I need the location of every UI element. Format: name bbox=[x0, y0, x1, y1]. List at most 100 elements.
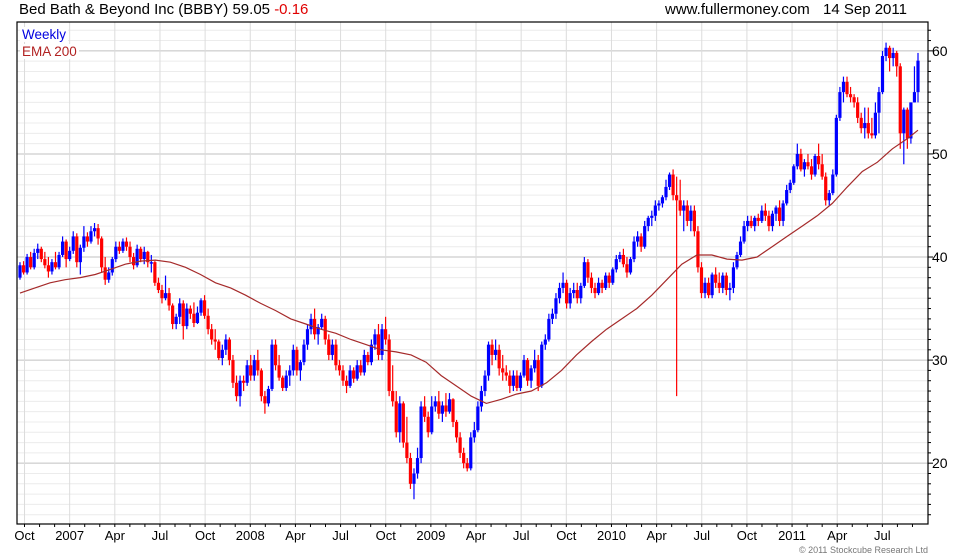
candle-up bbox=[760, 210, 764, 221]
candle-up bbox=[770, 213, 775, 227]
ema-200-line bbox=[19, 129, 919, 405]
candle-down bbox=[217, 341, 221, 359]
candle-down bbox=[213, 339, 217, 342]
candle-up bbox=[291, 349, 295, 371]
copyright-notice: © 2011 Stockcube Research Ltd bbox=[798, 545, 928, 555]
candle-down bbox=[699, 267, 704, 294]
candle-up bbox=[792, 166, 796, 183]
candle-down bbox=[277, 365, 281, 378]
x-tick-label: Oct bbox=[556, 528, 577, 543]
candle-down bbox=[465, 463, 469, 469]
candle-up bbox=[469, 437, 473, 469]
site-link[interactable]: www.fullermoney.com bbox=[665, 1, 810, 18]
candle-up bbox=[785, 190, 789, 204]
candle-up bbox=[18, 265, 22, 278]
candle-up bbox=[543, 339, 547, 345]
candle-up bbox=[36, 248, 40, 253]
candle-up bbox=[632, 241, 636, 260]
candle-down bbox=[856, 102, 860, 118]
candle-down bbox=[75, 236, 79, 263]
x-tick-label: Oct bbox=[195, 528, 216, 543]
x-tick-label: Apr bbox=[646, 528, 667, 543]
candle-down bbox=[256, 360, 260, 371]
candle-up bbox=[646, 217, 650, 227]
candle-down bbox=[405, 442, 409, 459]
candle-up bbox=[369, 344, 373, 363]
candle-up bbox=[433, 401, 437, 407]
candle-down bbox=[845, 81, 849, 95]
candle-down bbox=[171, 305, 175, 325]
candle-down bbox=[352, 370, 356, 379]
legend-ema-200: EMA 200 bbox=[20, 44, 79, 59]
candle-down bbox=[160, 290, 164, 299]
candle-down bbox=[809, 166, 814, 175]
candle-up bbox=[518, 375, 523, 388]
candle-down bbox=[607, 275, 611, 283]
x-tick-label: Apr bbox=[285, 528, 306, 543]
candle-up bbox=[224, 339, 228, 350]
candle-down bbox=[454, 421, 459, 438]
candle-up bbox=[572, 290, 576, 294]
candle-up bbox=[710, 274, 714, 296]
candle-down bbox=[589, 277, 594, 288]
candle-up bbox=[884, 47, 888, 57]
candle-up bbox=[511, 375, 515, 386]
candle-down bbox=[359, 365, 363, 373]
candle-up bbox=[419, 406, 423, 459]
price-change: -0.16 bbox=[274, 1, 309, 18]
x-tick-label: Apr bbox=[827, 528, 848, 543]
candle-down bbox=[692, 210, 696, 232]
candle-up bbox=[479, 391, 484, 407]
candle-up bbox=[415, 458, 420, 474]
candle-up bbox=[667, 174, 672, 187]
candle-up bbox=[703, 282, 707, 294]
y-tick-label: 20 bbox=[932, 455, 948, 471]
candle-up bbox=[82, 236, 86, 248]
candle-up bbox=[355, 365, 359, 379]
candle-down bbox=[848, 94, 853, 98]
x-tick-label: 2008 bbox=[236, 528, 265, 543]
candle-down bbox=[327, 339, 331, 355]
candle-down bbox=[124, 241, 129, 247]
chart-date: 14 Sep 2011 bbox=[823, 1, 907, 18]
x-tick-label: 2009 bbox=[416, 528, 445, 543]
candle-up bbox=[834, 117, 838, 175]
candle-down bbox=[366, 354, 370, 363]
candle-down bbox=[824, 176, 828, 201]
candle-down bbox=[625, 264, 629, 273]
candle-up bbox=[316, 327, 320, 335]
candle-up bbox=[373, 334, 377, 345]
candle-down bbox=[696, 231, 700, 268]
candle-up bbox=[628, 259, 633, 273]
candle-down bbox=[817, 156, 821, 165]
candle-up bbox=[802, 162, 807, 170]
candle-down bbox=[210, 329, 214, 340]
candle-up bbox=[89, 231, 93, 242]
candle-down bbox=[671, 174, 675, 196]
candle-down bbox=[192, 313, 196, 323]
candle-down bbox=[458, 437, 462, 453]
candle-up bbox=[643, 226, 647, 247]
candle-up bbox=[50, 262, 54, 272]
candle-up bbox=[831, 174, 835, 194]
candle-down bbox=[337, 365, 342, 371]
candle-down bbox=[706, 282, 711, 296]
candle-up bbox=[486, 344, 491, 376]
x-tick-label: Apr bbox=[466, 528, 487, 543]
candle-down bbox=[777, 207, 782, 221]
last-price: 59.05 bbox=[232, 1, 271, 18]
candle-up bbox=[398, 403, 402, 433]
candle-down bbox=[96, 228, 100, 239]
candle-down bbox=[387, 339, 391, 392]
candle-down bbox=[714, 274, 718, 283]
candle-down bbox=[437, 401, 441, 414]
candle-down bbox=[394, 401, 398, 433]
candle-up bbox=[653, 205, 657, 216]
candle-down bbox=[334, 344, 338, 366]
candle-up bbox=[795, 153, 799, 167]
candle-down bbox=[767, 215, 771, 227]
candle-up bbox=[738, 241, 743, 255]
candle-down bbox=[273, 344, 278, 366]
candle-up bbox=[540, 344, 544, 386]
candle-up bbox=[664, 186, 668, 198]
